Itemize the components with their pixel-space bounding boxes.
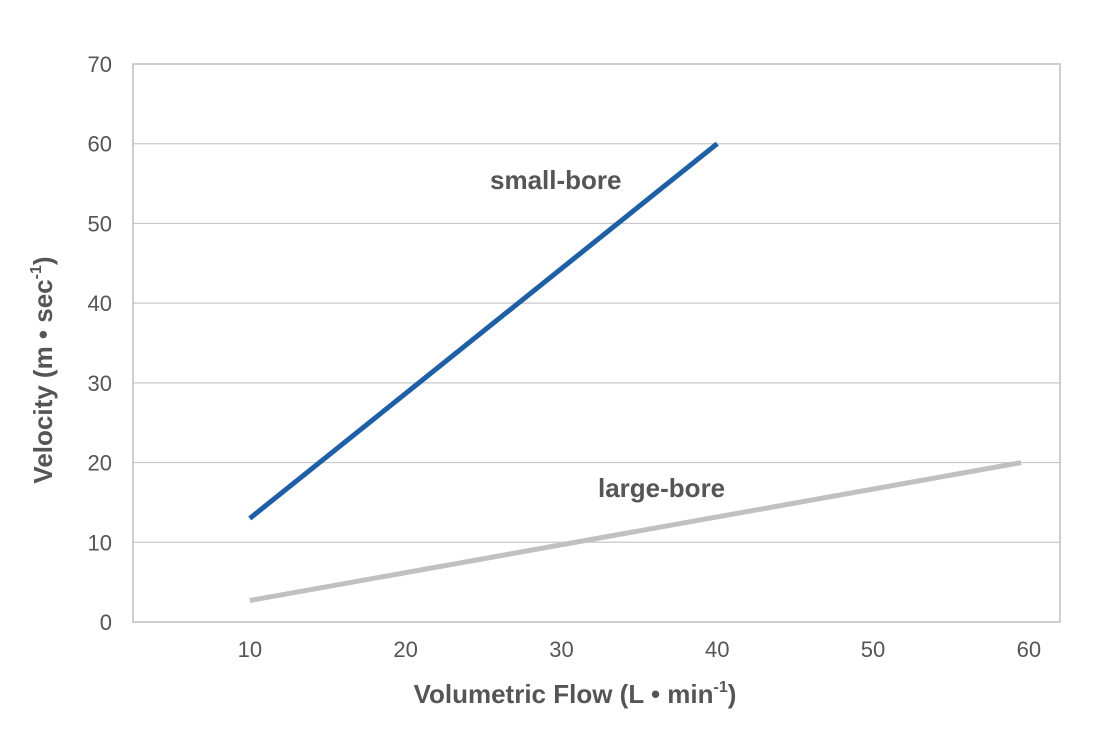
- y-axis-title-superscript: -1: [28, 265, 45, 279]
- y-tick-label: 50: [88, 211, 112, 236]
- y-tick-label: 60: [88, 132, 112, 157]
- x-axis-ticks: 10 20 30 40 50 60: [238, 637, 1041, 662]
- y-axis-title-main: Velocity (m • sec: [28, 279, 58, 483]
- series-lines: [248, 141, 1022, 603]
- y-tick-label: 70: [88, 52, 112, 77]
- x-tick-label: 10: [238, 637, 262, 662]
- x-tick-label: 20: [393, 637, 417, 662]
- x-axis-title-superscript: -1: [714, 679, 728, 696]
- series-label-large-bore: large-bore: [598, 473, 725, 503]
- y-tick-label: 20: [88, 451, 112, 476]
- y-tick-label: 0: [100, 610, 112, 635]
- series-label-small-bore: small-bore: [490, 165, 622, 195]
- gridlines: [133, 143, 1060, 543]
- x-axis-title: Volumetric Flow (L • min-1): [414, 679, 737, 709]
- x-axis-title-main: Volumetric Flow (L • min: [414, 679, 714, 709]
- y-axis-title: Velocity (m • sec-1): [28, 256, 58, 483]
- y-axis-ticks: 0 10 20 30 40 50 60 70: [88, 52, 112, 635]
- plot-area-frame: [132, 63, 1061, 623]
- y-tick-label: 40: [88, 291, 112, 316]
- x-axis-title-end: ): [728, 679, 737, 709]
- x-tick-label: 30: [549, 637, 573, 662]
- series-line-large-bore: [249, 460, 1022, 603]
- series-labels: small-bore large-bore: [490, 165, 725, 503]
- series-line-small-bore: [248, 141, 719, 521]
- x-tick-label: 40: [705, 637, 729, 662]
- y-axis-title-end: ): [28, 256, 58, 265]
- x-tick-label: 60: [1017, 637, 1041, 662]
- x-tick-label: 50: [861, 637, 885, 662]
- y-tick-label: 10: [88, 530, 112, 555]
- y-tick-label: 30: [88, 371, 112, 396]
